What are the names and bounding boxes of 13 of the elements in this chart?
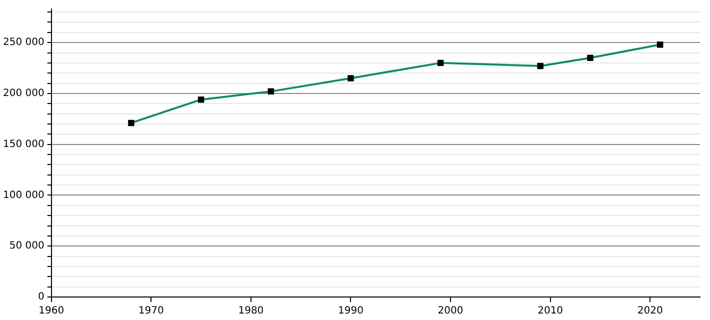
y-tick-label: 100 000 [2,190,44,201]
x-tick-label: 2020 [637,306,663,317]
x-tick-label: 1960 [38,306,64,317]
y-tick-label: 0 [38,292,44,303]
y-tick-label: 250 000 [2,37,44,48]
x-tick-label: 1970 [138,306,164,317]
x-tick-label: 1990 [338,306,364,317]
x-tick-label: 2010 [538,306,564,317]
y-tick-label: 200 000 [2,88,44,100]
x-tick-label: 2000 [438,306,464,317]
y-tick-label: 50 000 [9,240,44,252]
x-tick-label: 1980 [238,306,264,317]
y-tick-label: 150 000 [2,138,44,150]
